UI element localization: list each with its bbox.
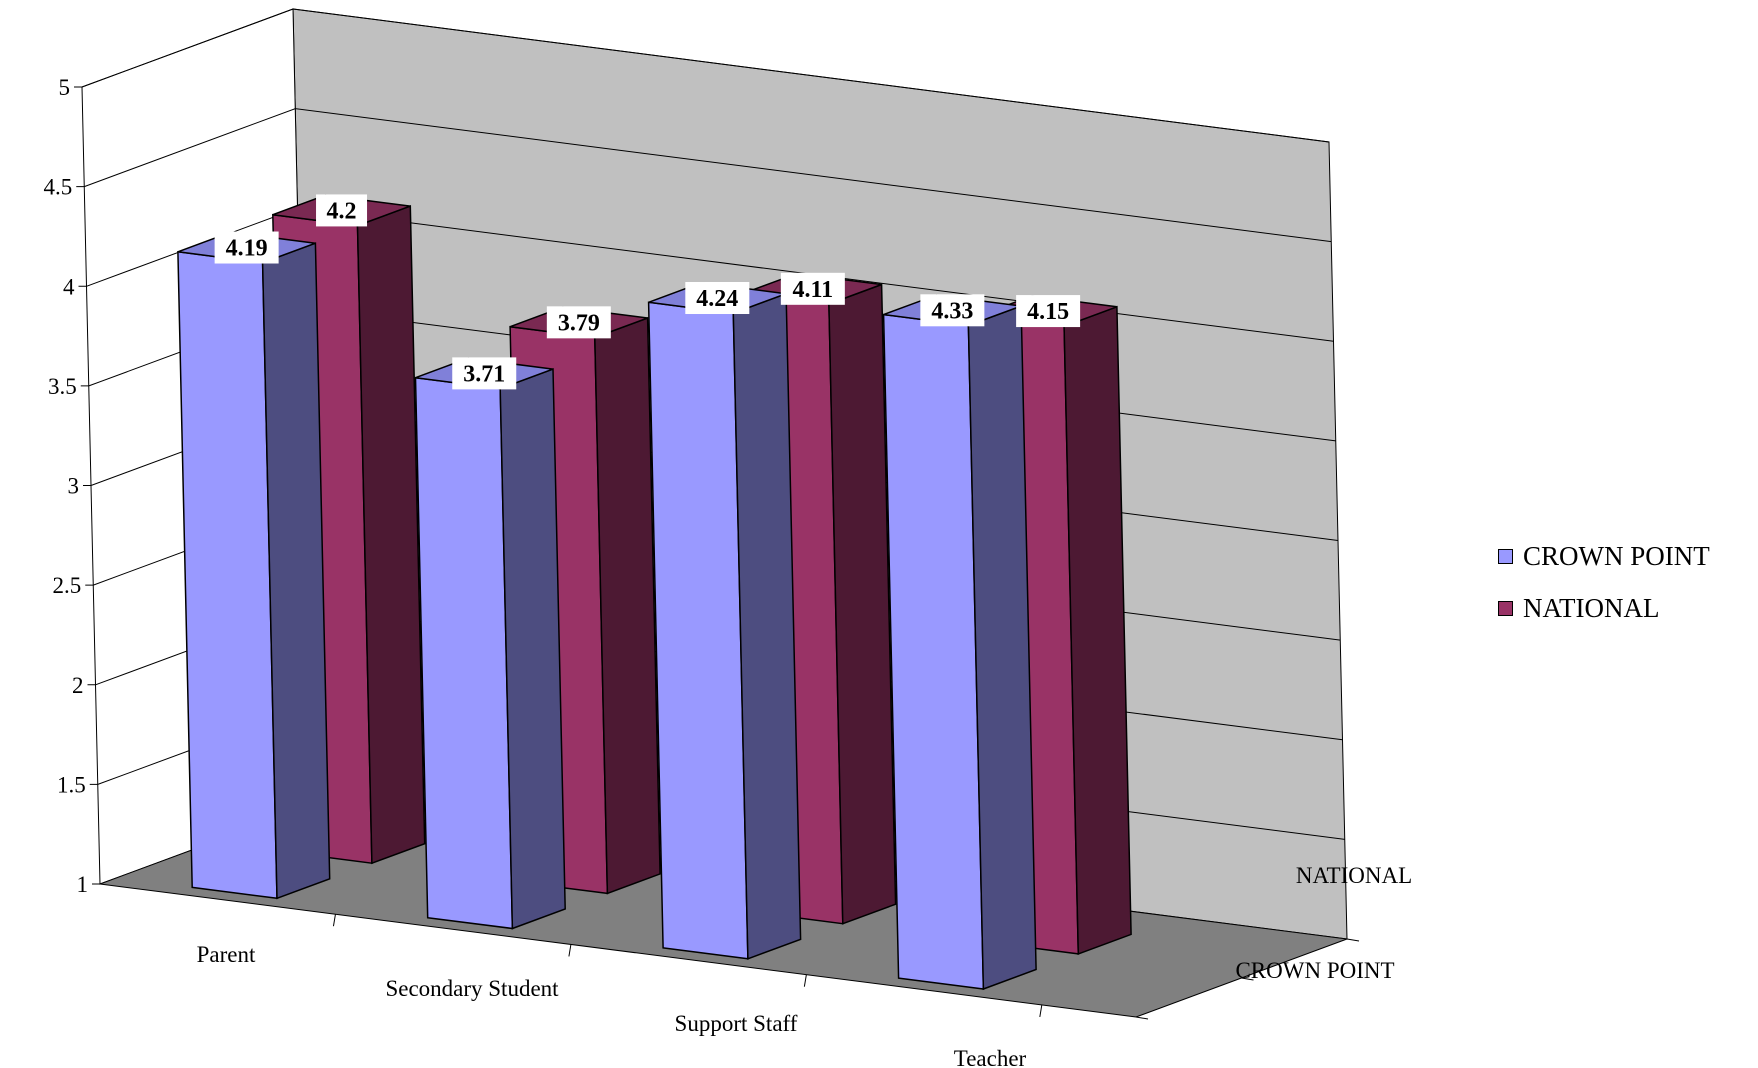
x-category-label: Support Staff <box>675 1011 798 1036</box>
bar-front <box>414 376 514 930</box>
x-tick-mark <box>803 974 807 987</box>
data-label: 4.33 <box>931 298 973 324</box>
data-label: 3.71 <box>463 361 505 387</box>
legend-swatch-crown-point <box>1498 548 1513 564</box>
legend-swatch-national <box>1498 600 1513 616</box>
data-label: 4.2 <box>327 198 357 224</box>
data-label: 3.79 <box>558 310 600 336</box>
depth-axis-label: CROWN POINT <box>1235 958 1394 983</box>
bar-front <box>647 301 749 960</box>
data-label-box <box>316 194 368 227</box>
data-label: 4.19 <box>226 236 268 262</box>
data-label-box <box>452 357 517 390</box>
data-label-box <box>546 306 611 339</box>
chart-bars <box>177 194 1132 991</box>
bar-side <box>499 368 566 930</box>
x-tick-mark <box>332 914 336 927</box>
depth-axis-label: NATIONAL <box>1296 863 1412 888</box>
legend-label-crown-point: CROWN POINT <box>1523 540 1710 571</box>
data-label-box <box>920 294 985 327</box>
depth-tick-mark <box>1135 1016 1149 1020</box>
legend-item-crown-point: CROWN POINT <box>1498 530 1710 582</box>
data-label-box <box>214 231 279 264</box>
chart-labels: Parent Secondary Student Support Staff Teac… <box>197 194 1412 1068</box>
x-category-label: Teacher <box>954 1046 1027 1068</box>
y-tick-label: 3.5 <box>48 374 77 399</box>
x-category-label: Secondary Student <box>385 976 559 1001</box>
y-tick-label: 3 <box>68 474 80 499</box>
data-label: 4.15 <box>1027 299 1069 325</box>
gridline <box>84 108 1332 243</box>
data-label-box <box>780 272 845 305</box>
legend-label-national: NATIONAL <box>1523 592 1660 623</box>
bar-front <box>882 313 985 990</box>
data-label: 4.24 <box>696 286 738 312</box>
data-label: 4.11 <box>793 277 834 303</box>
y-tick-label: 1 <box>77 872 89 897</box>
y-tick-label: 2 <box>72 673 84 698</box>
depth-tick-mark <box>1346 938 1360 942</box>
y-tick-label: 4.5 <box>44 175 73 200</box>
data-label-box <box>685 282 750 315</box>
x-tick-mark <box>1039 1004 1043 1017</box>
y-tick-label: 2.5 <box>53 573 82 598</box>
legend: CROWN POINT NATIONAL <box>1498 530 1710 634</box>
y-tick-label: 5 <box>59 75 71 100</box>
y-tick-label: 1.5 <box>57 772 86 797</box>
legend-item-national: NATIONAL <box>1498 582 1710 634</box>
x-category-label: Parent <box>197 942 256 967</box>
data-label-box <box>1016 295 1081 328</box>
x-axis-line <box>99 883 1137 1018</box>
y-tick-label: 4 <box>63 274 75 299</box>
gridline <box>81 8 1330 143</box>
x-tick-mark <box>568 944 572 957</box>
bar-front <box>177 250 278 900</box>
depth-tick-mark <box>1241 977 1254 981</box>
